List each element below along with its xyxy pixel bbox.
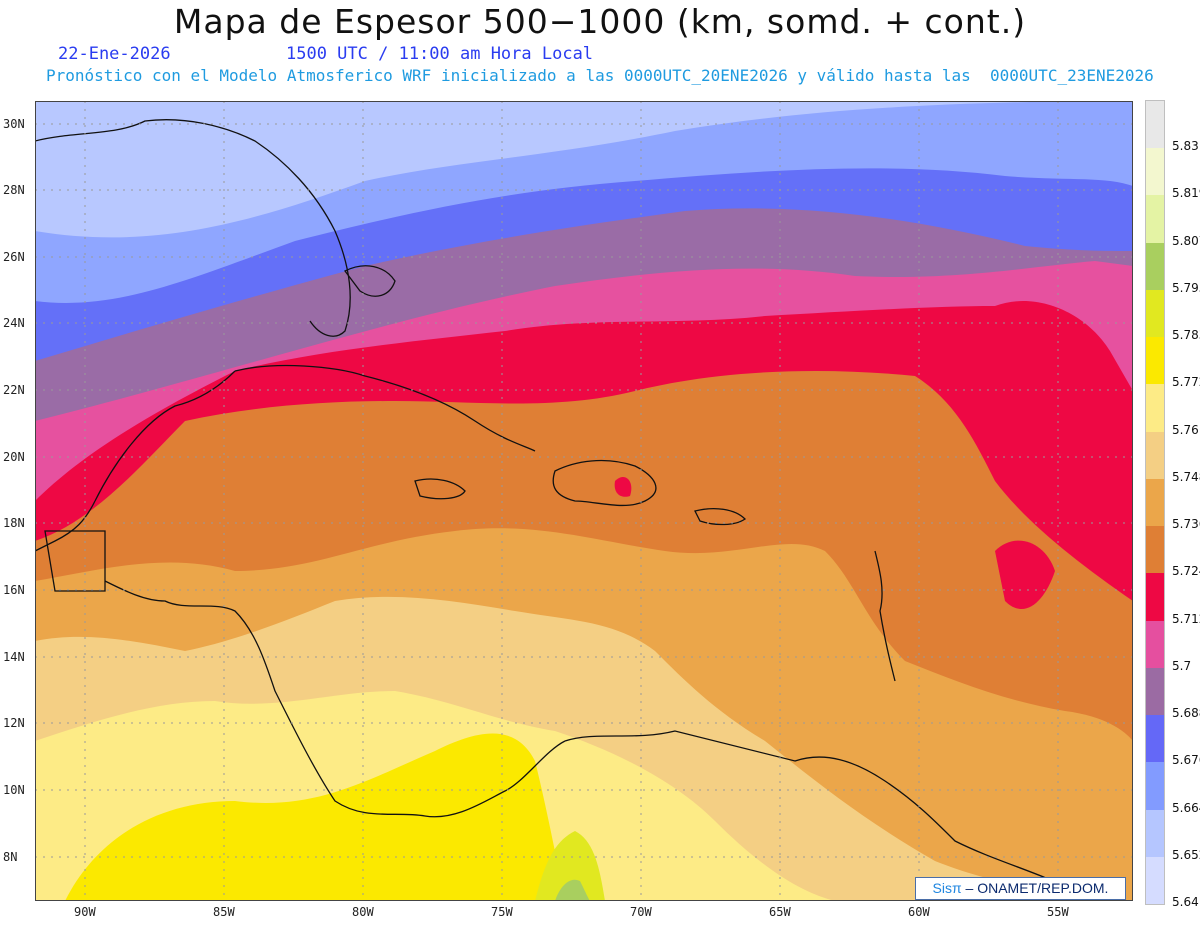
lat-label: 24N	[3, 316, 25, 330]
colorbar-label: 5.807	[1172, 233, 1200, 248]
credit-text: – ONAMET/REP.DOM.	[965, 880, 1109, 896]
colorbar-label: 5.7	[1172, 658, 1192, 673]
colorbar-label: 5.712	[1172, 611, 1200, 626]
thickness-map	[35, 101, 1133, 901]
lat-label: 28N	[3, 183, 25, 197]
colorbar-swatch	[1146, 337, 1164, 385]
lat-label: 18N	[3, 516, 25, 530]
colorbar-label: 5.688	[1172, 706, 1200, 721]
lat-label: 22N	[3, 383, 25, 397]
credit-box: Sisπ – ONAMET/REP.DOM.	[915, 877, 1126, 900]
lon-label: 55W	[1047, 905, 1069, 919]
colorbar-label: 5.772	[1172, 375, 1200, 390]
colorbar-label: 5.664	[1172, 800, 1200, 815]
forecast-time: 1500 UTC / 11:00 am Hora Local	[286, 44, 594, 64]
colorbar-swatch	[1146, 148, 1164, 196]
colorbar-swatch	[1146, 715, 1164, 763]
lon-label: 75W	[491, 905, 513, 919]
colorbar-swatch	[1146, 809, 1164, 858]
model-info: Pronóstico con el Modelo Atmosferico WRF…	[46, 66, 1154, 85]
lat-label: 20N	[3, 450, 25, 464]
forecast-date: 22-Ene-2026	[58, 44, 171, 64]
colorbar-swatch	[1146, 526, 1164, 574]
colorbar-label: 5.76	[1172, 422, 1199, 437]
lon-label: 90W	[74, 905, 96, 919]
colorbar-swatch	[1146, 101, 1164, 149]
colorbar-label: 5.724	[1172, 564, 1200, 579]
colorbar-swatch	[1146, 667, 1164, 716]
colorbar-swatch	[1146, 762, 1164, 811]
colorbar-swatch	[1146, 478, 1164, 527]
lat-label: 26N	[3, 250, 25, 264]
colorbar-swatch	[1146, 573, 1164, 622]
colorbar-label: 5.748	[1172, 469, 1200, 484]
lat-label: 16N	[3, 583, 25, 597]
lat-label: 8N	[3, 850, 18, 864]
colorbar-label: 5.652	[1172, 847, 1200, 862]
colorbar-swatch	[1146, 431, 1164, 480]
map-title: Mapa de Espesor 500−1000 (km, somd. + co…	[173, 2, 1027, 41]
lat-label: 12N	[3, 716, 25, 730]
colorbar-swatch	[1146, 856, 1164, 905]
colorbar-swatch	[1146, 289, 1164, 338]
lon-label: 85W	[213, 905, 235, 919]
colorbar-swatch	[1146, 384, 1164, 433]
colorbar-swatch	[1146, 195, 1164, 244]
colorbar-label: 5.795	[1172, 280, 1200, 295]
lon-label: 70W	[630, 905, 652, 919]
lon-label: 65W	[769, 905, 791, 919]
lon-label: 60W	[908, 905, 930, 919]
colorbar-label: 5.64	[1172, 895, 1199, 909]
colorbar-label: 5.831	[1172, 139, 1200, 154]
colorbar-label: 5.819	[1172, 186, 1200, 201]
lon-label: 80W	[352, 905, 374, 919]
colorbar-swatch	[1146, 620, 1164, 669]
colorbar-label: 5.676	[1172, 753, 1200, 768]
colorbar	[1145, 100, 1165, 905]
colorbar-label: 5.736	[1172, 517, 1200, 532]
credit-brand: Sisπ	[932, 880, 962, 896]
lat-label: 14N	[3, 650, 25, 664]
lat-label: 10N	[3, 783, 25, 797]
lat-label: 30N	[3, 117, 25, 131]
colorbar-label: 5.783	[1172, 328, 1200, 343]
colorbar-swatch	[1146, 242, 1164, 291]
